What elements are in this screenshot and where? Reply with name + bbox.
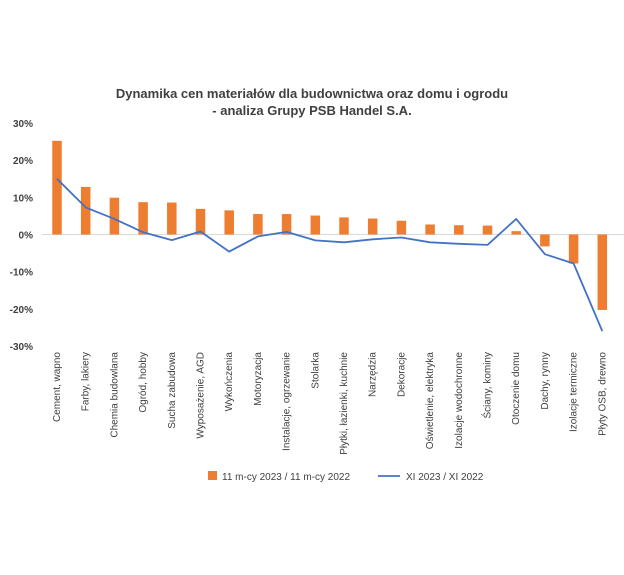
bar <box>482 225 493 235</box>
bar <box>253 214 263 235</box>
x-tick-label: Ściany, kominy <box>481 352 494 419</box>
x-tick-label: Motoryzacja <box>253 352 264 406</box>
bar <box>138 202 148 235</box>
bar <box>367 218 378 235</box>
x-tick-label: Farby, lakiery <box>81 352 92 411</box>
legend-line-label: XI 2023 / XI 2022 <box>406 472 484 483</box>
bar <box>540 234 550 247</box>
bar <box>109 197 120 235</box>
y-tick-label: 0% <box>19 231 34 242</box>
y-tick-label: -30% <box>10 342 33 353</box>
bar <box>167 202 177 235</box>
x-tick-label: Płyty OSB, drewno <box>597 352 608 436</box>
x-tick-label: Izolacje termiczne <box>569 352 580 432</box>
x-tick-label: Wykończenia <box>224 352 235 412</box>
y-tick-label: 10% <box>13 193 33 204</box>
x-tick-label: Cement, wapno <box>52 352 63 422</box>
legend-bar-swatch <box>208 471 217 480</box>
bar <box>80 186 91 235</box>
x-tick-label: Oświetlenie, elektryka <box>425 352 436 450</box>
bar <box>425 224 435 235</box>
x-tick-label: Sucha zabudowa <box>167 352 178 429</box>
bar <box>396 220 407 235</box>
bar <box>281 214 292 235</box>
y-tick-label: 30% <box>13 119 33 130</box>
x-tick-label: Wyposażenie, AGD <box>196 352 207 439</box>
chart-subtitle: - analiza Grupy PSB Handel S.A. <box>212 103 412 118</box>
x-tick-label: Dekoracje <box>396 352 407 397</box>
y-tick-label: 20% <box>13 156 33 167</box>
x-tick-label: Instalacje, ogrzewanie <box>282 352 293 451</box>
bar <box>597 234 608 310</box>
bar <box>339 217 349 235</box>
bar <box>310 215 321 235</box>
bar <box>454 225 464 235</box>
chart-title: Dynamika cen materiałów dla budownictwa … <box>115 86 509 101</box>
x-tick-label: Chemia budowlana <box>109 352 120 438</box>
x-tick-label: Otoczenie domu <box>511 352 522 425</box>
bar <box>224 210 234 235</box>
bar <box>568 234 579 264</box>
y-tick-label: -20% <box>10 305 33 316</box>
bar <box>52 140 62 235</box>
series-line <box>56 178 604 332</box>
y-tick-label: -10% <box>10 268 33 279</box>
x-tick-label: Płytki, łazienki, kuchnie <box>339 352 350 455</box>
x-tick-label: Stolarka <box>310 352 321 389</box>
x-tick-label: Narzędzia <box>368 352 379 397</box>
x-tick-label: Dachy, rynny <box>540 352 551 410</box>
bar <box>195 208 206 235</box>
x-tick-label: Ogród, hobby <box>138 352 149 413</box>
x-tick-label: Izolacje wodochronne <box>454 352 465 449</box>
bar <box>511 231 521 235</box>
legend-bar-label: 11 m-cy 2023 / 11 m-cy 2022 <box>222 472 350 483</box>
